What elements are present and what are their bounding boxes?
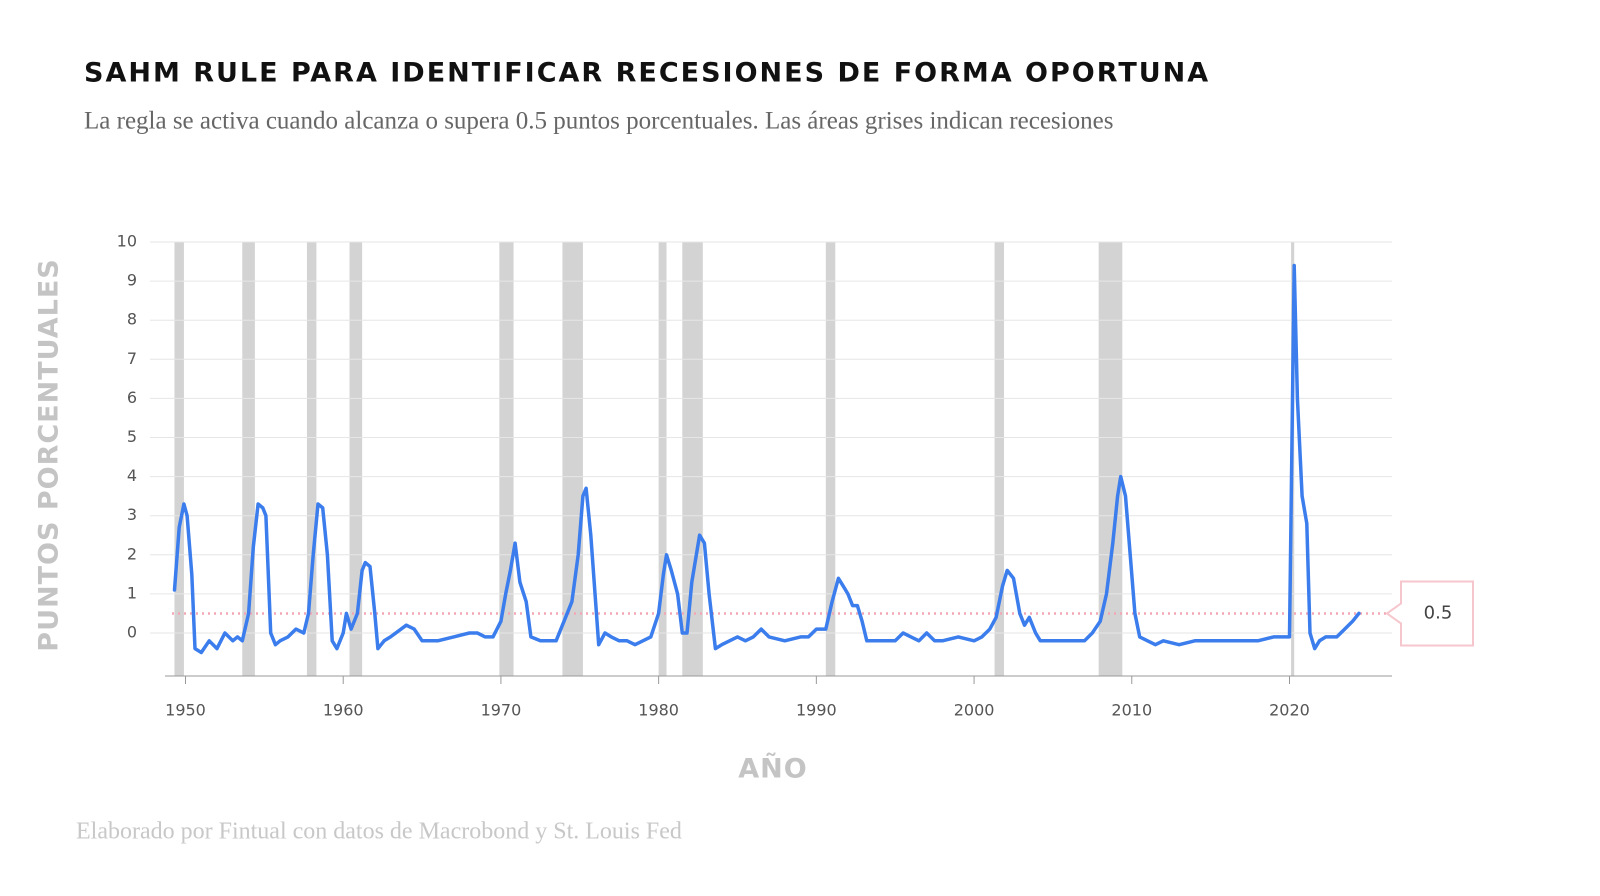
x-tick-label: 2010: [1111, 701, 1152, 720]
recession-band: [306, 242, 317, 676]
y-tick-label: 0: [127, 622, 137, 641]
x-tick-label: 1990: [796, 701, 837, 720]
recession-band: [658, 242, 667, 676]
x-tick-label: 1950: [165, 701, 206, 720]
chart-title: SAHM RULE PARA IDENTIFICAR RECESIONES DE…: [84, 58, 1210, 89]
x-tick-label: 2020: [1269, 701, 1310, 720]
recession-band: [1098, 242, 1123, 676]
y-tick-label: 8: [127, 310, 137, 329]
x-tick-label: 2000: [954, 701, 995, 720]
recession-band: [562, 242, 583, 676]
recession-band: [994, 242, 1005, 676]
x-tick-label: 1970: [481, 701, 522, 720]
y-tick-label: 2: [127, 544, 137, 563]
chart-subtitle: La regla se activa cuando alcanza o supe…: [84, 108, 1113, 135]
threshold-label: 0.5: [1424, 602, 1453, 623]
x-tick-label: 1960: [323, 701, 364, 720]
threshold-callout: [1385, 580, 1474, 647]
y-tick-label: 9: [127, 271, 137, 290]
recession-band: [349, 242, 363, 676]
source-note: Elaborado por Fintual con datos de Macro…: [76, 819, 682, 845]
sahm-line: [172, 263, 1361, 655]
y-tick-label: 1: [127, 583, 137, 602]
y-tick-label: 4: [127, 466, 137, 485]
y-tick-label: 10: [117, 232, 137, 251]
y-tick-label: 6: [127, 388, 137, 407]
y-tick-label: 7: [127, 349, 137, 368]
recession-band: [682, 242, 703, 676]
x-axis-title: AÑO: [738, 753, 807, 785]
y-axis-title: PUNTOS PORCENTUALES: [34, 258, 65, 651]
recession-band: [825, 242, 836, 676]
y-tick-label: 3: [127, 505, 137, 524]
y-tick-label: 5: [127, 427, 137, 446]
recession-band: [174, 242, 184, 676]
x-tick-label: 1980: [638, 701, 679, 720]
